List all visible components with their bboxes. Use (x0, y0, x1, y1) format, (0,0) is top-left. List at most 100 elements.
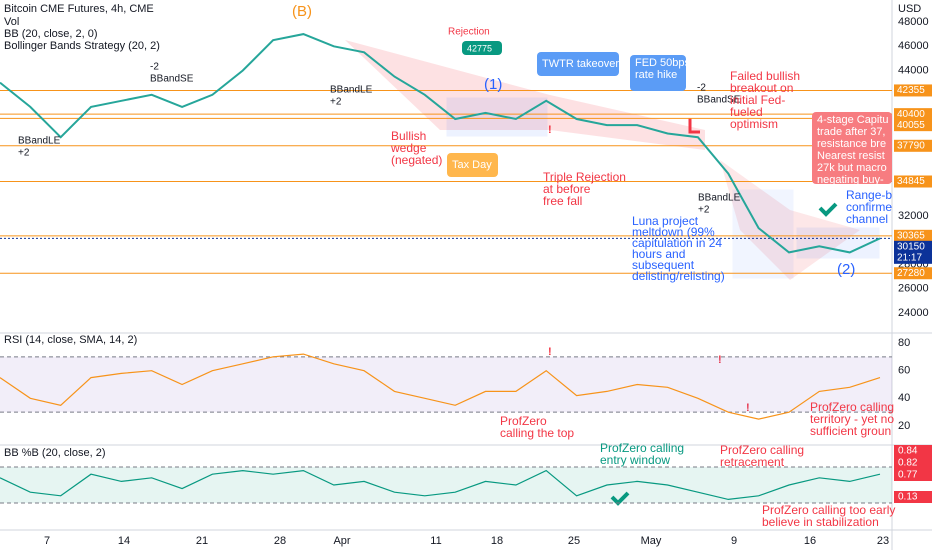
annotation: sufficient groun (810, 424, 891, 438)
x-tick-label: 28 (274, 535, 286, 547)
annotation: Bullish (391, 129, 426, 143)
x-tick-label: 11 (430, 535, 441, 547)
callout-text: resistance bre (817, 138, 886, 150)
check-icon (818, 202, 838, 217)
annotation: delisting/relisting) (632, 269, 725, 283)
marker-icon (688, 118, 700, 134)
y-tick-label: 24000 (898, 307, 929, 319)
callout-text: Tax Day (452, 159, 492, 171)
x-tick-label: 25 (568, 535, 580, 547)
y-tick-label: 80 (898, 337, 910, 349)
callout-text: rate hike (635, 69, 677, 81)
x-tick-label: 16 (804, 535, 816, 547)
annotation: BBandLE (330, 85, 373, 96)
price-label-bg (894, 119, 932, 132)
y-tick-label: 40 (898, 392, 910, 404)
annotation: territory - yet no (810, 412, 894, 426)
annotation: optimism (730, 117, 778, 131)
value-label: 0.82 (898, 458, 918, 469)
annotation: (negated) (391, 153, 442, 167)
value-label: 0.13 (898, 492, 918, 503)
y-tick-label: 44000 (898, 64, 929, 76)
x-tick-label: 18 (491, 535, 503, 547)
pane-title: BB %B (20, close, 2) (4, 447, 106, 459)
annotation: confirme (846, 200, 892, 214)
price-label-bg (894, 139, 932, 152)
callout-box (447, 153, 498, 177)
countdown: 21:17 (897, 252, 922, 263)
x-tick-label: 14 (118, 535, 130, 547)
callout-text: TWTR takeover (542, 58, 619, 70)
callout-text: 42775 (467, 43, 492, 53)
price-label-bg (894, 229, 932, 242)
value-label-bg (894, 457, 932, 469)
annotation: BBandSE (150, 74, 194, 85)
volume-label: Vol (4, 16, 19, 28)
price-label: 27280 (897, 268, 925, 279)
annotation: wedge (390, 141, 427, 155)
annotation: Triple Rejection (543, 170, 626, 184)
channel (345, 40, 705, 150)
callout-box (537, 52, 619, 76)
annotation: believe in stabilization (762, 515, 879, 529)
x-tick-label: 7 (44, 535, 50, 547)
annotation: +2 (330, 97, 342, 108)
price-label-bg (894, 84, 932, 97)
value-label-bg (894, 445, 932, 457)
price-label: 37790 (897, 140, 925, 151)
alert-icon: ! (548, 346, 552, 358)
annotation: capitulation in 24 (632, 236, 722, 250)
annotation: (B) (292, 3, 312, 20)
indicator-label: BB (20, close, 2, 0) (4, 28, 98, 40)
annotation: hours and (632, 247, 685, 261)
y-tick-label: 48000 (898, 16, 929, 28)
value-label-bg (894, 469, 932, 481)
annotation: ProfZero calling (600, 441, 684, 455)
callout-box (462, 41, 502, 55)
value-label: 0.84 (898, 446, 918, 457)
callout-text: 4-stage Capitu (817, 114, 889, 126)
annotation: initial Fed- (730, 93, 785, 107)
price-label: 40055 (897, 120, 925, 131)
annotation: +2 (18, 148, 30, 159)
annotation: at before (543, 182, 591, 196)
annotation: (2) (837, 261, 855, 278)
annotation: ProfZero calling too early (762, 503, 895, 517)
price-label: 34845 (897, 176, 925, 187)
pane-title: RSI (14, close, SMA, 14, 2) (4, 334, 137, 346)
series-line (0, 353, 881, 420)
bb-band (0, 467, 892, 503)
y-tick-label: 60 (898, 365, 910, 377)
price-label-bg (894, 175, 932, 188)
currency: USD (898, 3, 921, 15)
channel (720, 160, 860, 280)
y-tick-label: 32000 (898, 210, 929, 222)
price-label-bg (894, 267, 932, 280)
price-label: 42355 (897, 85, 925, 96)
price-label: 30365 (897, 230, 925, 241)
callout-text: Nearest resist (817, 150, 885, 162)
alert-icon: ! (548, 124, 552, 136)
annotation: Failed bullish (730, 69, 800, 83)
annotation: BBandLE (18, 136, 61, 147)
annotation: channel (846, 212, 888, 226)
alert-icon: ! (718, 354, 722, 366)
annotation: Rejection (448, 27, 490, 38)
indicator-label: Bollinger Bands Strategy (20, 2) (4, 40, 160, 52)
x-tick-label: May (641, 535, 662, 547)
range-box (732, 189, 794, 279)
annotation: -2 (697, 83, 706, 94)
annotation: entry window (600, 453, 670, 467)
series-line (0, 33, 881, 254)
callout-text: 27k but macro (817, 162, 887, 174)
callout-text: negating buy- (817, 174, 884, 186)
annotation: -2 (150, 62, 159, 73)
callout-box (630, 55, 686, 91)
symbol-title: Bitcoin CME Futures, 4h, CME (4, 3, 154, 15)
x-tick-label: 23 (877, 535, 889, 547)
price-label: 40400 (897, 109, 925, 120)
annotation: breakout on (730, 81, 793, 95)
annotation: BBandSE (697, 95, 741, 106)
callout-text: trade after 37, (817, 126, 886, 138)
